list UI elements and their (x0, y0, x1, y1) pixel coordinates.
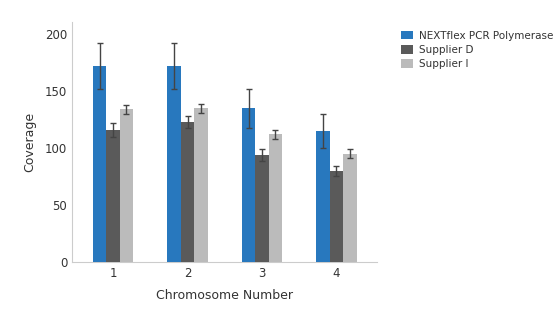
Bar (194, 108, 208, 262)
Y-axis label: Coverage: Coverage (24, 112, 37, 172)
Bar (181, 122, 194, 262)
Bar (316, 131, 330, 262)
Bar (330, 171, 343, 262)
Legend: NEXTflex PCR Polymerase, Supplier D, Supplier I: NEXTflex PCR Polymerase, Supplier D, Sup… (398, 28, 555, 72)
Bar (269, 134, 282, 262)
Bar (120, 109, 133, 262)
Bar (343, 154, 356, 262)
Bar (242, 108, 255, 262)
Bar (107, 130, 120, 262)
Bar (255, 155, 269, 262)
Bar (93, 66, 107, 262)
X-axis label: Chromosome Number: Chromosome Number (157, 289, 293, 301)
Bar (168, 66, 181, 262)
